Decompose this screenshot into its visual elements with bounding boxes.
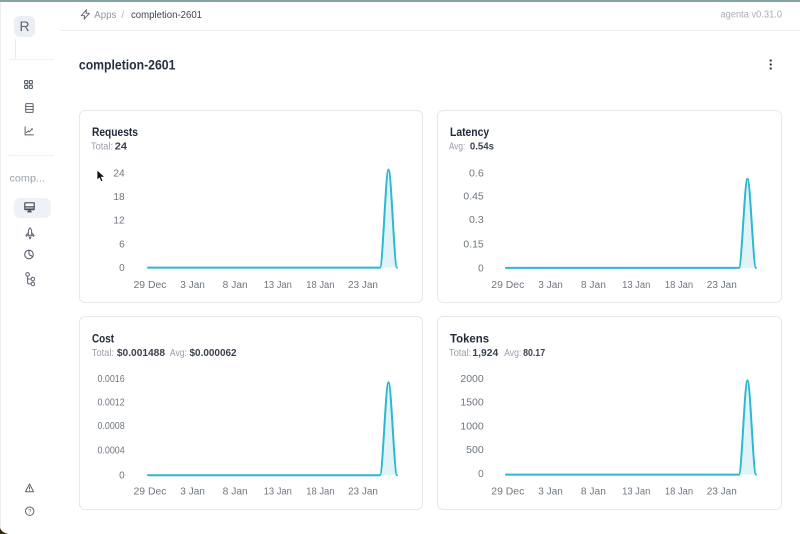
svg-text:Avg:: Avg: [449, 141, 465, 152]
svg-text:13 Jan: 13 Jan [264, 486, 292, 497]
svg-text:0.3: 0.3 [469, 215, 484, 226]
svg-text:0: 0 [478, 469, 484, 480]
svg-text:23 Jan: 23 Jan [707, 486, 737, 497]
svg-text:0: 0 [119, 471, 125, 482]
svg-text:18: 18 [113, 192, 125, 203]
svg-text:0.6: 0.6 [469, 168, 484, 179]
svg-text:3 Jan: 3 Jan [538, 280, 563, 291]
svg-text:29 Dec: 29 Dec [491, 486, 524, 497]
svg-text:3 Jan: 3 Jan [180, 486, 205, 497]
svg-text:0.0008: 0.0008 [98, 421, 126, 432]
svg-text:29 Dec: 29 Dec [134, 280, 167, 291]
svg-text:2000: 2000 [460, 374, 484, 385]
svg-text:13 Jan: 13 Jan [622, 280, 650, 291]
svg-text:29 Dec: 29 Dec [491, 280, 524, 291]
svg-text:24: 24 [113, 168, 125, 179]
svg-text:$0.001488: $0.001488 [117, 348, 166, 359]
svg-text:8 Jan: 8 Jan [581, 486, 606, 497]
svg-text:23 Jan: 23 Jan [707, 280, 737, 291]
svg-text:0.0016: 0.0016 [98, 374, 126, 385]
svg-text:8 Jan: 8 Jan [223, 280, 248, 291]
svg-text:?: ? [27, 508, 31, 515]
svg-text:Total:: Total: [449, 348, 471, 359]
svg-text:8 Jan: 8 Jan [223, 486, 248, 497]
svg-text:24: 24 [115, 141, 128, 152]
svg-text:1,924: 1,924 [472, 348, 498, 359]
svg-text:Cost: Cost [92, 333, 114, 345]
svg-text:Avg:: Avg: [170, 348, 187, 359]
svg-text:1000: 1000 [460, 422, 484, 433]
svg-text:/: / [121, 10, 124, 21]
svg-text:29 Dec: 29 Dec [134, 486, 167, 497]
svg-text:18 Jan: 18 Jan [665, 280, 693, 291]
svg-text:18 Jan: 18 Jan [306, 280, 334, 291]
svg-text:Avg:: Avg: [504, 348, 521, 359]
svg-text:Latency: Latency [450, 127, 490, 139]
svg-text:8 Jan: 8 Jan [581, 280, 606, 291]
svg-text:18 Jan: 18 Jan [306, 486, 334, 497]
svg-text:comp...: comp... [10, 173, 46, 185]
svg-text:Tokens: Tokens [450, 333, 489, 345]
svg-text:0.0004: 0.0004 [98, 445, 126, 456]
svg-text:13 Jan: 13 Jan [622, 486, 650, 497]
svg-text:agenta v0.31.0: agenta v0.31.0 [721, 10, 783, 21]
svg-text:13 Jan: 13 Jan [264, 280, 292, 291]
svg-text:0.0012: 0.0012 [98, 398, 126, 409]
svg-text:23 Jan: 23 Jan [348, 486, 378, 497]
svg-text:500: 500 [466, 445, 484, 456]
svg-text:Total:: Total: [92, 348, 114, 359]
svg-text:Total:: Total: [91, 141, 113, 152]
svg-text:18 Jan: 18 Jan [665, 486, 693, 497]
svg-text:0.45: 0.45 [463, 192, 484, 203]
svg-text:80.17: 80.17 [523, 348, 545, 359]
svg-text:6: 6 [119, 239, 125, 250]
svg-text:$0.000062: $0.000062 [190, 348, 238, 359]
svg-text:completion-2601: completion-2601 [131, 10, 202, 21]
svg-text:Requests: Requests [92, 127, 138, 139]
svg-text:0: 0 [478, 263, 484, 274]
svg-text:1500: 1500 [460, 398, 484, 409]
svg-text:12: 12 [113, 216, 125, 227]
svg-text:3 Jan: 3 Jan [180, 280, 205, 291]
svg-text:Apps: Apps [94, 10, 116, 21]
svg-text:23 Jan: 23 Jan [348, 280, 378, 291]
svg-text:0.54s: 0.54s [470, 141, 495, 152]
svg-text:0: 0 [119, 263, 125, 274]
svg-text:0.15: 0.15 [463, 240, 484, 251]
svg-text:completion-2601: completion-2601 [79, 57, 176, 72]
svg-text:3 Jan: 3 Jan [538, 486, 563, 497]
